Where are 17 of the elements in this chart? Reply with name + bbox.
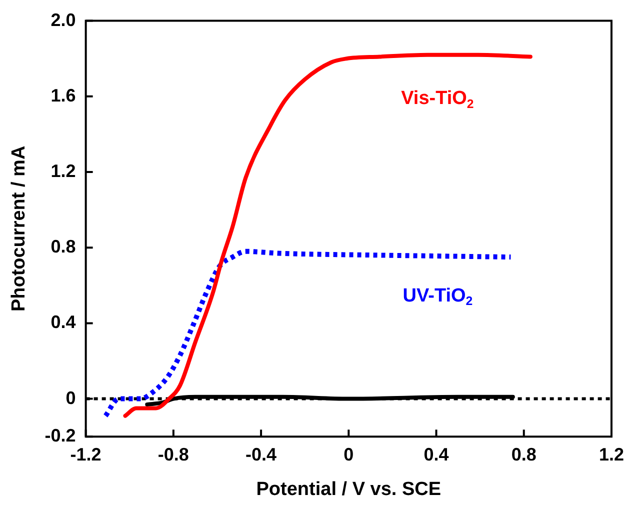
y-tick-label: -0.2: [44, 426, 76, 446]
x-tick-label: -0.4: [246, 444, 277, 464]
line-series: [123, 52, 532, 418]
x-tick-label: -0.8: [158, 444, 189, 464]
x-axis-title: Potential / V vs. SCE: [256, 478, 442, 500]
y-tick-label: 2.0: [50, 10, 76, 30]
y-axis-title: Photocurrent / mA: [8, 146, 30, 312]
x-tick-label: 0: [344, 444, 354, 464]
y-tick-label: 0: [66, 388, 76, 408]
x-tick-label: 0.8: [511, 444, 536, 464]
x-tick-label: 1.2: [598, 444, 624, 464]
x-tick-label: 0.4: [424, 444, 449, 464]
y-tick-label: 1.6: [50, 85, 76, 106]
y-tick-label: 0.4: [50, 312, 76, 332]
y-tick-label: 0.8: [50, 236, 76, 257]
x-tick-label: -1.2: [70, 444, 102, 464]
y-tick-label: 1.2: [50, 160, 76, 181]
